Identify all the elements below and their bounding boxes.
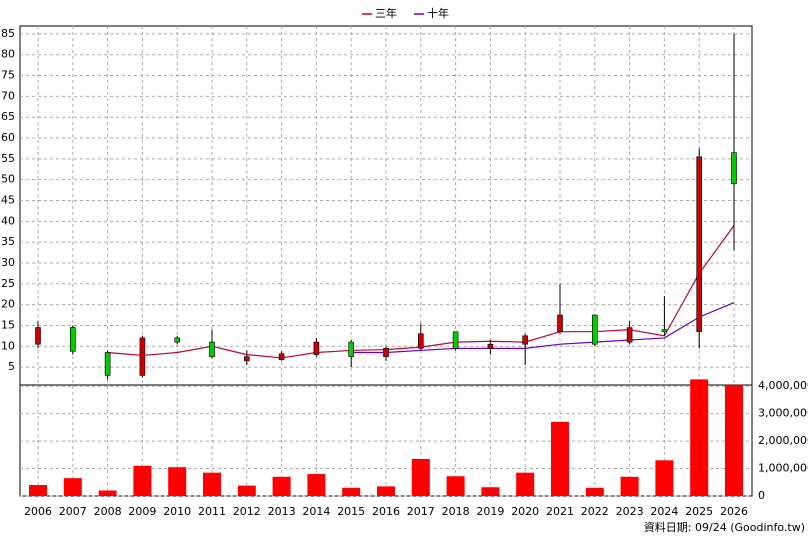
volume-bar	[168, 467, 187, 496]
x-tick-label: 2011	[198, 505, 226, 518]
ma-line	[351, 301, 735, 354]
volume-bar	[551, 421, 569, 496]
x-tick-label: 2021	[546, 505, 574, 518]
x-tick-label: 2019	[476, 505, 504, 518]
y2-tick-label: 2,000,000	[758, 434, 808, 447]
candle-body	[522, 335, 529, 345]
volume-bar	[342, 487, 361, 496]
x-tick-label: 2010	[163, 505, 191, 518]
candle-body	[487, 343, 494, 349]
candle-body	[417, 333, 424, 349]
x-tick-label: 2016	[372, 505, 400, 518]
y-tick-label: 85	[1, 27, 15, 40]
volume-bar	[411, 458, 430, 496]
x-tick-label: 2018	[442, 505, 470, 518]
volume-bar	[377, 486, 395, 496]
y2-tick-label: 0	[758, 489, 765, 502]
footer: 資料日期: 09/24 (Goodinfo.tw)	[644, 520, 805, 534]
volume-bar	[725, 384, 743, 496]
x-tick-label: 2017	[407, 505, 435, 518]
candle-body	[696, 156, 703, 332]
x-tick-label: 2020	[511, 505, 539, 518]
volume-bar	[655, 460, 674, 496]
y-tick-label: 25	[1, 277, 15, 290]
candle-body	[661, 329, 668, 332]
candle-body	[557, 314, 563, 332]
y-tick-label: 5	[8, 360, 15, 373]
y-tick-label: 75	[1, 69, 15, 82]
x-tick-label: 2025	[685, 505, 713, 518]
candle-body	[70, 327, 76, 352]
x-tick-label: 2009	[128, 505, 156, 518]
x-tick-label: 2006	[24, 505, 52, 518]
volume-bar	[63, 478, 82, 496]
volume-bar	[272, 476, 291, 496]
legend-label: 十年	[427, 6, 449, 20]
y-tick-label: 65	[1, 110, 15, 123]
x-tick-label: 2007	[59, 505, 87, 518]
x-tick-label: 2013	[268, 505, 296, 518]
candle-body	[209, 341, 215, 357]
x-tick-label: 2026	[720, 505, 748, 518]
volume-bar	[446, 476, 465, 496]
candle-body	[35, 327, 41, 345]
y-tick-label: 80	[1, 48, 15, 61]
candle-body	[278, 353, 285, 360]
x-tick-label: 2008	[94, 505, 122, 518]
y-tick-label: 45	[1, 194, 15, 207]
y2-tick-label: 1,000,000	[758, 462, 808, 475]
y-tick-label: 50	[1, 173, 15, 186]
volume-bar	[237, 485, 256, 496]
volume-bar	[516, 472, 535, 496]
candle-body	[104, 352, 111, 376]
y-tick-label: 60	[1, 131, 15, 144]
candle-body	[174, 337, 180, 343]
candle-body	[626, 327, 633, 343]
legend-label: 三年	[375, 6, 397, 20]
y-tick-label: 40	[1, 214, 15, 227]
candle-body	[731, 152, 737, 185]
volume-bar	[585, 487, 604, 496]
volume-bar	[481, 487, 500, 496]
candle-body	[591, 314, 598, 345]
y-tick-label: 35	[1, 235, 15, 248]
candle-body	[244, 356, 250, 362]
volume-bar	[133, 465, 152, 496]
candle-body	[348, 341, 355, 357]
x-tick-label: 2012	[233, 505, 261, 518]
y-tick-label: 20	[1, 298, 15, 311]
volume-bar	[203, 472, 221, 496]
volume-bar	[307, 474, 326, 496]
y2-tick-label: 4,000,000	[758, 379, 808, 392]
volume-bar	[690, 379, 709, 496]
x-tick-label: 2022	[581, 505, 609, 518]
candle-body	[139, 337, 146, 376]
x-tick-label: 2015	[337, 505, 365, 518]
candle-body	[313, 341, 320, 355]
candle-body	[452, 331, 459, 349]
candle-body	[383, 348, 389, 357]
x-tick-label: 2023	[616, 505, 644, 518]
y2-tick-label: 3,000,000	[758, 407, 808, 420]
x-tick-label: 2014	[302, 505, 330, 518]
y-tick-label: 30	[1, 256, 15, 269]
volume-bar	[29, 485, 47, 496]
y-tick-label: 15	[1, 318, 15, 331]
volume-bar	[620, 476, 639, 496]
x-tick-label: 2024	[650, 505, 678, 518]
y-tick-label: 10	[1, 339, 15, 352]
volume-bar	[98, 490, 117, 496]
y-tick-label: 55	[1, 152, 15, 165]
y-tick-label: 70	[1, 89, 15, 102]
